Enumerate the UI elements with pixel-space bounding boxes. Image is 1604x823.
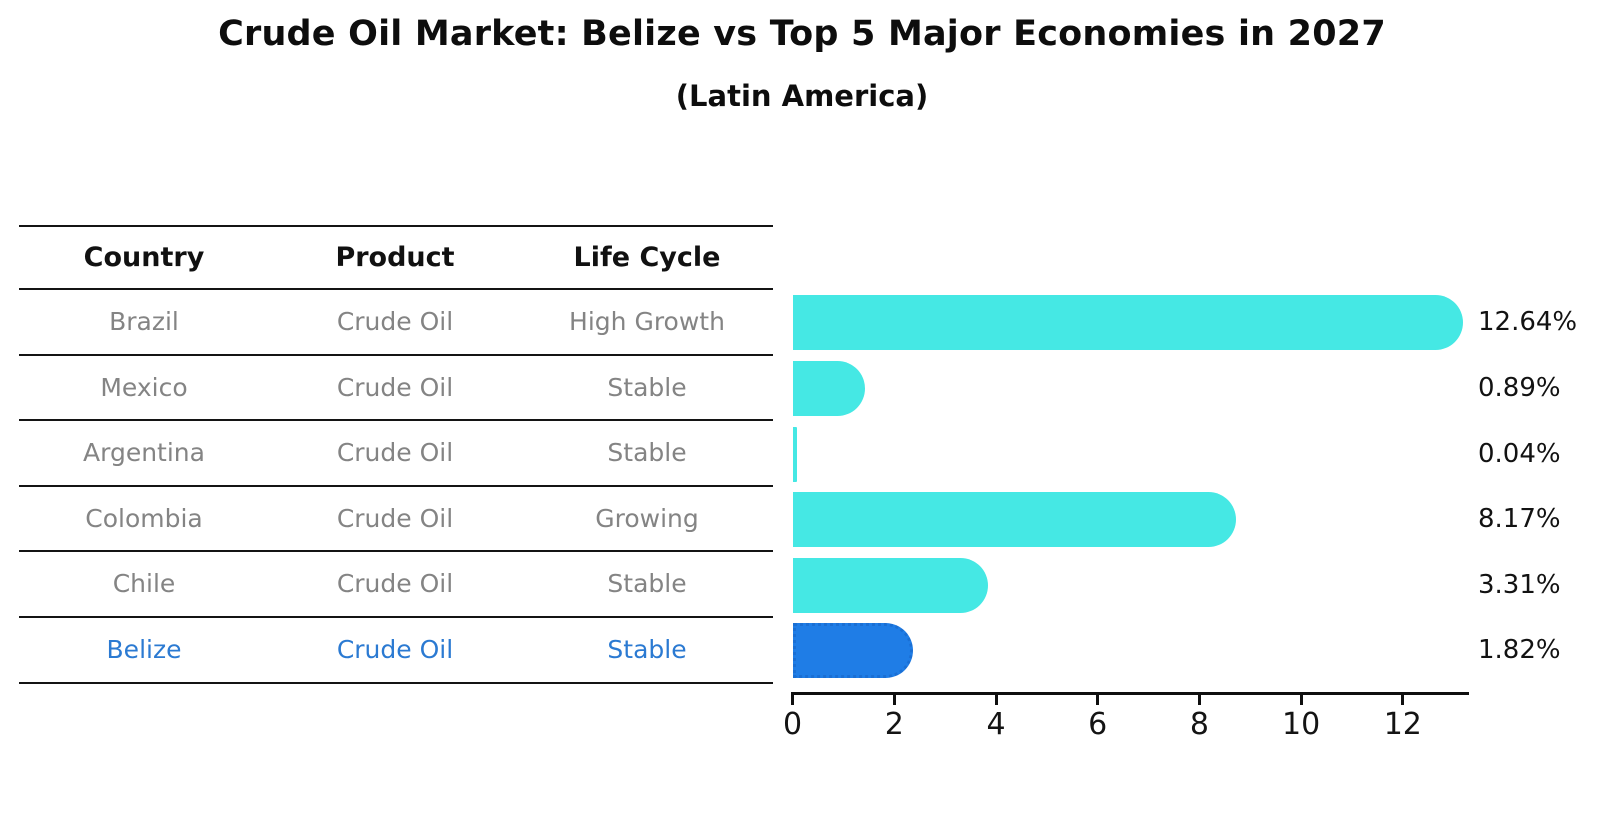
table-cell-product: Crude Oil (336, 307, 454, 336)
table-row-chile: Chile Crude Oil Stable (19, 552, 773, 618)
x-axis-tick (1299, 692, 1303, 705)
table-row-brazil: Brazil Crude Oil High Growth (19, 290, 773, 356)
country-table: Country Product Life Cycle Brazil Crude O… (19, 225, 773, 684)
bar-value-label: 3.31% (1478, 569, 1561, 600)
table-cell-product: Crude Oil (336, 372, 454, 402)
bar-value-label: 0.89% (1478, 372, 1561, 403)
bar-brazil (792, 295, 1463, 351)
table-cell-country: Brazil (109, 307, 179, 336)
table-row-belize: Belize Crude Oil Stable (19, 618, 773, 684)
table-cell-country: Argentina (83, 438, 205, 468)
table-cell-life_cycle: Stable (607, 372, 687, 402)
bar-value-label: 8.17% (1478, 504, 1561, 535)
x-axis-tick (994, 692, 998, 705)
x-axis-tick-label: 4 (986, 707, 1006, 742)
table-cell-life_cycle: Growing (595, 503, 699, 533)
x-axis-tick (791, 692, 795, 705)
bar-value-label: 12.64% (1478, 307, 1578, 338)
x-axis-tick (1197, 692, 1201, 705)
table-body: Brazil Crude Oil High Growth Mexico Crude Oi… (19, 290, 773, 684)
chart-subtitle: (Latin America) (675, 79, 929, 113)
x-axis-tick (892, 692, 896, 705)
table-cell-country: Mexico (100, 372, 188, 402)
table-cell-country: Chile (112, 569, 176, 599)
bar-belize (792, 623, 913, 679)
table-row-colombia: Colombia Crude Oil Growing (19, 487, 773, 553)
table-header-row: Country Product Life Cycle (19, 225, 773, 290)
bar-value-label: 1.82% (1478, 635, 1561, 666)
bar-mexico (792, 360, 866, 416)
table-cell-product: Crude Oil (336, 503, 454, 533)
bar-chile (792, 557, 989, 613)
table-cell-product: Crude Oil (336, 569, 454, 599)
table-cell-product: Crude Oil (336, 438, 454, 468)
x-axis-tick (1401, 692, 1405, 705)
table-cell-life_cycle: High Growth (569, 307, 725, 336)
bar-argentina (792, 426, 797, 482)
table-cell-product: Crude Oil (336, 634, 454, 664)
table-cell-country: Colombia (85, 503, 203, 533)
table-cell-life_cycle: Stable (607, 569, 687, 599)
table-cell-country: Belize (106, 634, 182, 664)
x-axis-tick-label: 2 (884, 707, 904, 742)
table-header-product: Product (335, 242, 455, 273)
x-axis-tick-label: 10 (1282, 707, 1321, 742)
chart-title: Crude Oil Market: Belize vs Top 5 Major … (218, 14, 1386, 54)
x-axis-tick-label: 8 (1189, 707, 1209, 742)
table-row-mexico: Mexico Crude Oil Stable (19, 356, 773, 422)
table-header-country: Country (83, 242, 205, 273)
table-cell-life_cycle: Stable (607, 438, 687, 468)
bar-colombia (792, 492, 1236, 548)
table-header-lifecycle: Life Cycle (573, 242, 721, 273)
x-axis-tick-label: 0 (783, 707, 803, 742)
x-axis-tick (1096, 692, 1100, 705)
bar-value-label: 0.04% (1478, 438, 1561, 469)
table-row-argentina: Argentina Crude Oil Stable (19, 421, 773, 487)
x-axis-tick-label: 12 (1383, 707, 1422, 742)
table-cell-life_cycle: Stable (607, 634, 687, 664)
x-axis-tick-label: 6 (1088, 707, 1108, 742)
x-axis-line (792, 692, 1469, 695)
